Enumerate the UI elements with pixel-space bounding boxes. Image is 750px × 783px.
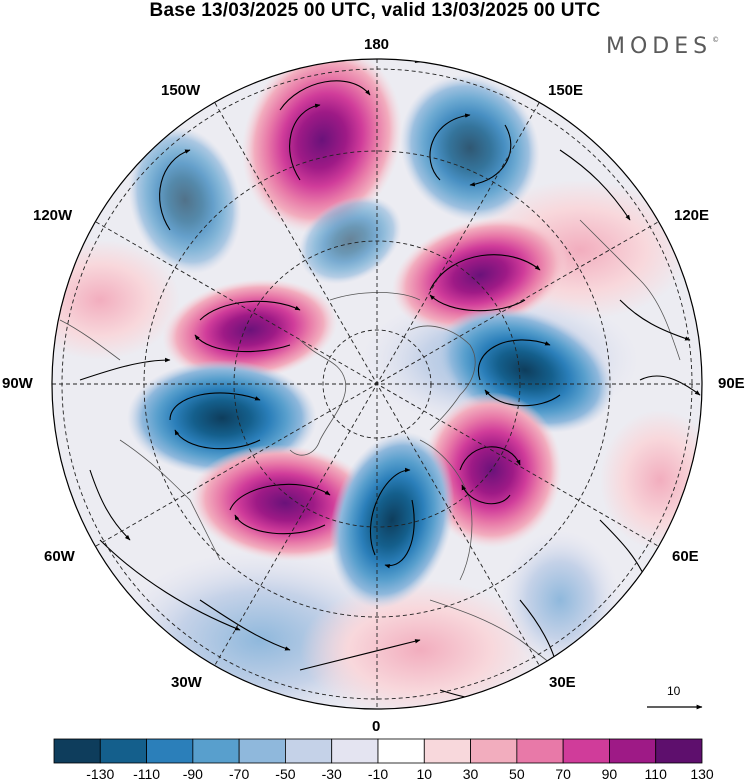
map-title: Base 13/03/2025 00 UTC, valid 13/03/2025…	[149, 0, 601, 21]
lon-label-120w: 120W	[33, 207, 73, 224]
weak-anomaly	[300, 580, 540, 709]
colorbar-tick-label: 130	[690, 766, 714, 782]
lon-label-60e: 60E	[672, 548, 699, 565]
anomaly-center	[422, 392, 562, 548]
map-boundary	[51, 58, 703, 710]
colorbar-tick-label: -50	[275, 766, 296, 782]
colorbar-tick-label: 10	[416, 766, 433, 782]
graticule	[52, 59, 702, 709]
lon-label-150e: 150E	[548, 82, 584, 99]
colorbar-tick-label: -10	[367, 766, 389, 782]
reference-vector-label: 10	[667, 684, 681, 698]
map-field	[52, 59, 702, 709]
brand-mark: ©	[712, 36, 720, 44]
colorbar-swatch	[99, 738, 147, 764]
lon-label-90e: 90E	[718, 375, 745, 392]
colorbar-swatch	[53, 738, 101, 764]
colorbar-swatch	[516, 738, 564, 764]
colorbar-swatch	[331, 738, 379, 764]
modes-logo: MODES©	[606, 34, 719, 59]
weak-anomaly	[52, 240, 180, 360]
colorbar-swatch	[377, 738, 425, 764]
lon-label-30w: 30W	[171, 674, 202, 691]
weak-anomaly	[500, 530, 620, 670]
lon-label-150w: 150W	[161, 82, 201, 99]
anomaly-center	[400, 74, 540, 222]
colorbar-swatch	[146, 738, 194, 764]
lon-label-30e: 30E	[549, 674, 576, 691]
colorbar-tick-label: -130	[86, 766, 115, 782]
colorbar-swatch	[192, 738, 240, 764]
lon-label-120e: 120E	[674, 207, 710, 224]
colorbar-tick-label: 90	[601, 766, 618, 782]
colorbar-swatch	[423, 738, 471, 764]
lon-label-180: 180	[364, 36, 390, 53]
brand-name: MODES	[606, 34, 713, 59]
lon-label-0: 0	[372, 718, 381, 735]
colorbar-tick-label: 110	[644, 766, 667, 782]
colorbar-tick-label: -30	[321, 766, 342, 782]
anomaly-center	[391, 216, 569, 334]
anomaly-centers	[127, 59, 614, 609]
colorbar-swatch	[562, 738, 610, 764]
colorbar-swatch	[609, 738, 657, 764]
colorbar-swatch	[238, 738, 286, 764]
anomaly-center	[128, 126, 242, 274]
colorbar-tick-label: -70	[229, 766, 250, 782]
colorbar-tick-label: -90	[182, 766, 203, 782]
colorbar	[53, 738, 703, 764]
colorbar-swatch	[655, 738, 703, 764]
weak-anomaly	[600, 410, 702, 550]
colorbar-swatch	[285, 738, 333, 764]
anomaly-center	[298, 195, 402, 285]
colorbar-tick-label: 30	[462, 766, 479, 782]
anomaly-center	[241, 59, 403, 234]
colorbar-tick-label: 50	[509, 766, 525, 782]
colorbar-tick-label: -110	[133, 766, 161, 782]
colorbar-swatch	[470, 738, 518, 764]
lon-label-90w: 90W	[2, 375, 33, 392]
lon-label-60w: 60W	[44, 548, 75, 565]
colorbar-tick-label: 70	[555, 766, 571, 782]
anomaly-center	[162, 278, 338, 382]
anomaly-center	[329, 431, 455, 609]
